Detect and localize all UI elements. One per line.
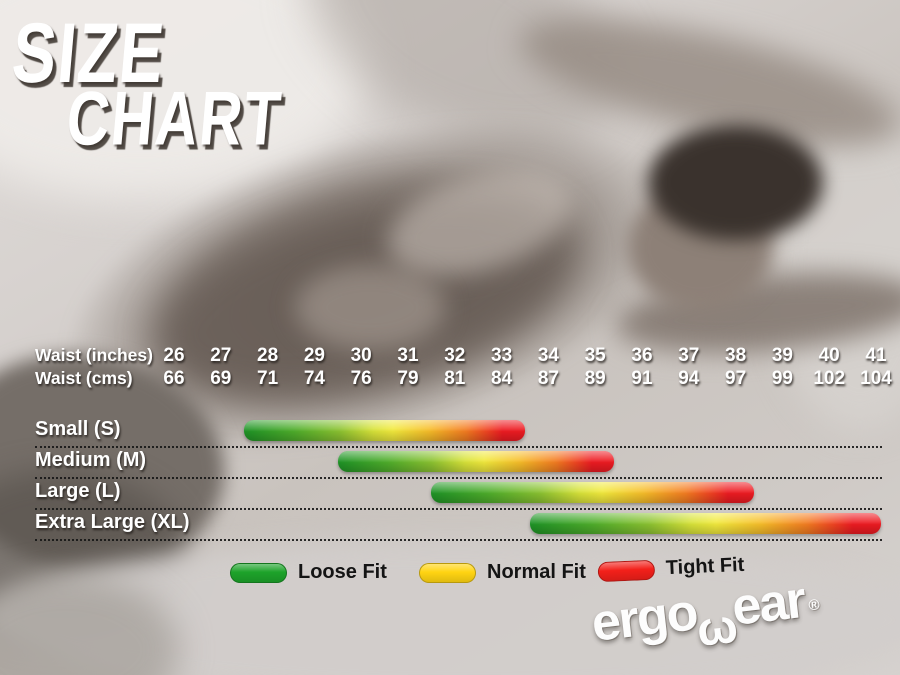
legend-swatch: [419, 562, 476, 583]
size-label-s: Small (S): [35, 418, 121, 440]
waist-inches-value: 27: [210, 345, 232, 366]
row-separator: [35, 446, 882, 448]
title-line-chart: CHART: [63, 76, 286, 161]
waist-cms-value: 74: [303, 368, 325, 389]
brand-w-symbol: ω: [694, 599, 739, 657]
waist-cms-value: 99: [771, 368, 793, 389]
waist-cms-value: 87: [537, 368, 559, 389]
legend-swatch: [597, 559, 656, 582]
fit-range-bar-xl: [529, 513, 881, 534]
waist-cms-value: 102: [813, 368, 846, 389]
legend-label: Loose Fit: [298, 561, 387, 583]
waist-cms-value: 76: [350, 368, 372, 389]
legend-label: Tight Fit: [665, 553, 745, 580]
brand-ergo: ergo: [588, 583, 700, 653]
fit-range-bar-m: [337, 451, 615, 472]
legend-swatch: [230, 562, 287, 583]
waist-cms-value: 94: [678, 368, 700, 389]
waist-cms-value: 79: [397, 368, 419, 389]
fit-range-bar-l: [431, 482, 755, 503]
waist-cms-label: Waist (cms): [35, 368, 133, 388]
waist-inches-value: 37: [678, 345, 700, 366]
waist-inches-value: 38: [725, 345, 747, 366]
registered-mark: ®: [807, 596, 819, 615]
waist-cms-value: 69: [210, 368, 232, 389]
photo-hair: [648, 125, 823, 240]
waist-cms-value: 104: [860, 368, 892, 389]
row-separator: [35, 539, 882, 541]
page-title: SIZE CHART: [8, 6, 332, 161]
photo-abs-highlight: [295, 265, 445, 350]
legend-label: Normal Fit: [487, 561, 586, 583]
waist-inches-value: 41: [865, 345, 887, 366]
row-separator: [35, 477, 882, 479]
waist-inches-value: 36: [631, 345, 653, 366]
row-separator: [35, 508, 882, 510]
waist-cms-value: 71: [257, 368, 279, 389]
waist-inches-value: 29: [303, 345, 325, 366]
fit-range-bar-s: [244, 420, 525, 441]
waist-inches-value: 32: [444, 345, 466, 366]
waist-cms-value: 97: [725, 368, 747, 389]
waist-inches-value: 31: [397, 345, 419, 366]
waist-cms-value: 84: [491, 368, 513, 389]
waist-inches-value: 35: [584, 345, 606, 366]
waist-inches-value: 33: [491, 345, 513, 366]
waist-cms-value: 91: [631, 368, 653, 389]
waist-inches-value: 26: [163, 345, 185, 366]
waist-inches-label: Waist (inches): [35, 345, 153, 365]
waist-cms-value: 66: [163, 368, 185, 389]
size-label-xl: Extra Large (XL): [35, 511, 190, 533]
brand-ear: ear: [729, 571, 808, 637]
waist-cms-value: 89: [584, 368, 606, 389]
legend-item-normal-fit: Normal Fit: [419, 561, 586, 584]
waist-inches-value: 28: [257, 345, 279, 366]
waist-inches-value: 40: [818, 345, 840, 366]
waist-inches-value: 34: [537, 345, 559, 366]
waist-inches-value: 39: [771, 345, 793, 366]
size-label-l: Large (L): [35, 480, 121, 502]
legend-item-loose-fit: Loose Fit: [230, 561, 387, 584]
waist-inches-value: 30: [350, 345, 372, 366]
size-label-m: Medium (M): [35, 449, 147, 471]
waist-cms-value: 81: [444, 368, 466, 389]
